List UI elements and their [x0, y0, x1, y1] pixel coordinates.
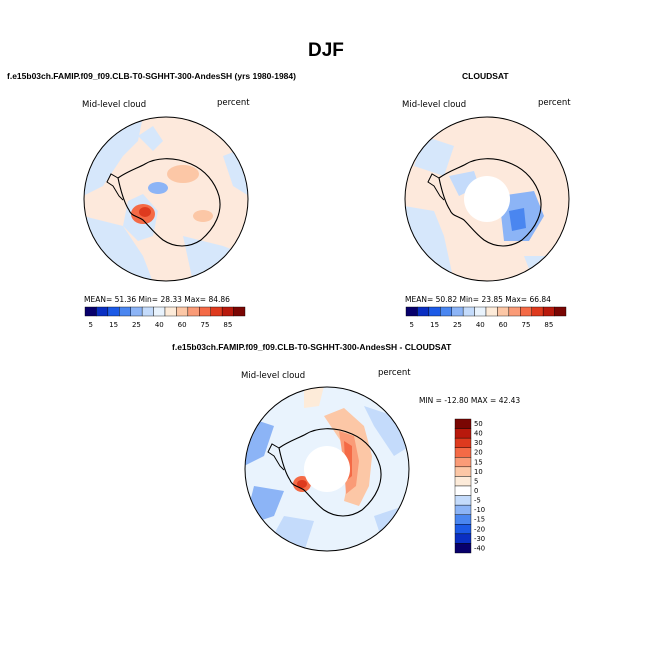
panel1-colorbar-tick-label: 15	[109, 321, 118, 329]
panel2-colorbar-swatch	[405, 306, 418, 317]
panel3-colorbar-tick-label: 20	[474, 449, 483, 457]
panel1-colorbar-tick-label: 75	[201, 321, 210, 329]
panel1-colorbar-tick-label: 60	[178, 321, 187, 329]
panel1-stats: MEAN= 51.36 Min= 28.33 Max= 84.86	[84, 295, 230, 304]
panel3-colorbar-tick-label: 15	[474, 458, 483, 466]
panel2-colorbar-tick-label: 75	[522, 321, 531, 329]
panel1-polar-map	[83, 116, 249, 282]
panel1-colorbar-swatch	[176, 306, 189, 317]
panel3-polar-map	[244, 386, 410, 552]
panel2-colorbar-swatch	[508, 306, 521, 317]
panel3-colorbar-swatch	[454, 447, 472, 458]
panel2-colorbar-swatch	[554, 306, 567, 317]
panel2-colorbar-tick-label: 60	[499, 321, 508, 329]
panel3-colorbar-tick-label: -10	[474, 506, 485, 514]
panel1-colorbar-swatch	[233, 306, 246, 317]
panel2-colorbar-swatch	[440, 306, 452, 317]
panel2-colorbar-swatch	[428, 306, 441, 317]
panel1-colorbar-swatch	[119, 306, 131, 317]
panel2-unit-label: percent	[538, 98, 571, 108]
panel1-colorbar-swatch	[84, 306, 97, 317]
panel2-colorbar-tick-label: 5	[409, 321, 413, 329]
panel3-colorbar-tick-label: 10	[474, 468, 483, 476]
panel2-colorbar-tick-label: 15	[430, 321, 439, 329]
panel2-colorbar-tick-label: 40	[476, 321, 485, 329]
panel1-subtitle: f.e15b03ch.FAMIP.f09_f09.CLB-T0-SGHHT-30…	[7, 71, 296, 81]
panel2-colorbar-swatch	[531, 306, 544, 317]
panel3-colorbar-swatch	[454, 428, 472, 439]
panel3-subtitle: f.e15b03ch.FAMIP.f09_f09.CLB-T0-SGHHT-30…	[172, 342, 452, 352]
panel2-colorbar-swatch	[474, 306, 487, 317]
panel1-unit-label: percent	[217, 98, 250, 108]
panel1-colorbar-swatch	[221, 306, 234, 317]
panel3-colorbar-swatch	[454, 485, 472, 496]
panel3-colorbar-swatch	[454, 437, 472, 448]
panel1-colorbar-swatch	[187, 306, 200, 317]
panel1-variable-label: Mid-level cloud	[82, 100, 147, 110]
panel3-colorbar-swatch	[454, 533, 472, 544]
panel1-colorbar-tick-label: 85	[223, 321, 232, 329]
panel3-colorbar-swatch	[454, 504, 472, 515]
panel2-subtitle: CLOUDSAT	[462, 71, 509, 81]
panel3-colorbar-tick-label: 40	[474, 430, 483, 438]
panel3-colorbar-swatch	[454, 495, 472, 506]
panel2-colorbar-swatch	[485, 306, 498, 317]
panel3-stats: MIN = -12.80 MAX = 42.43	[419, 396, 521, 405]
panel3-unit-label: percent	[378, 368, 411, 378]
panel3-colorbar-tick-label: 5	[474, 477, 478, 485]
panel3-colorbar-tick-label: -30	[474, 535, 485, 543]
panel1-colorbar-swatch	[199, 306, 211, 317]
panel1-colorbar-swatch	[130, 306, 143, 317]
panel1-colorbar-swatch	[141, 306, 154, 317]
panel2-stats: MEAN= 50.82 Min= 23.85 Max= 66.84	[405, 295, 551, 304]
panel3-colorbar-swatch	[454, 476, 472, 487]
panel2-colorbar-swatch	[542, 306, 555, 317]
panel3-colorbar-swatch	[454, 457, 472, 468]
panel2-variable-label: Mid-level cloud	[402, 100, 467, 110]
panel1-colorbar-tick-label: 25	[132, 321, 141, 329]
panel2-colorbar-swatch	[520, 306, 532, 317]
panel2-colorbar-swatch	[417, 306, 430, 317]
panel2-colorbar-tick-label: 25	[453, 321, 462, 329]
panel2-polar-map	[404, 116, 570, 282]
panel3-colorbar-tick-label: -40	[474, 544, 485, 552]
panel3-colorbar-swatch	[454, 514, 472, 525]
panel1-colorbar-tick-label: 5	[88, 321, 92, 329]
panel1-colorbar-swatch	[210, 306, 223, 317]
panel3-colorbar-tick-label: -20	[474, 525, 485, 533]
panel3-colorbar-tick-label: 50	[474, 420, 483, 428]
panel1-colorbar-tick-label: 40	[155, 321, 164, 329]
panel1-colorbar-swatch	[153, 306, 166, 317]
panel3-colorbar-tick-label: -15	[474, 516, 485, 524]
panel3-colorbar-swatch	[454, 524, 472, 535]
figure-title: DJF	[308, 40, 344, 61]
panel3-colorbar-tick-label: 30	[474, 439, 483, 447]
panel3-colorbar-swatch	[454, 418, 472, 429]
panel1-colorbar-swatch	[96, 306, 109, 317]
panel2-colorbar-swatch	[497, 306, 510, 317]
panel1-colorbar: 515254060758595	[84, 306, 246, 329]
panel3-colorbar-swatch	[454, 466, 472, 477]
panel1-colorbar-swatch	[164, 306, 177, 317]
panel1-colorbar-swatch	[107, 306, 120, 317]
panel2-colorbar-swatch	[462, 306, 475, 317]
panel2-colorbar-swatch	[451, 306, 464, 317]
panel3-colorbar-tick-label: 0	[474, 487, 478, 495]
panel3-colorbar-swatch	[454, 543, 472, 554]
panel2-colorbar-tick-label: 85	[544, 321, 553, 329]
panel2-colorbar: 515254060758595	[405, 306, 567, 329]
panel3-colorbar-tick-label: -5	[474, 497, 481, 505]
panel3-variable-label: Mid-level cloud	[241, 371, 306, 381]
